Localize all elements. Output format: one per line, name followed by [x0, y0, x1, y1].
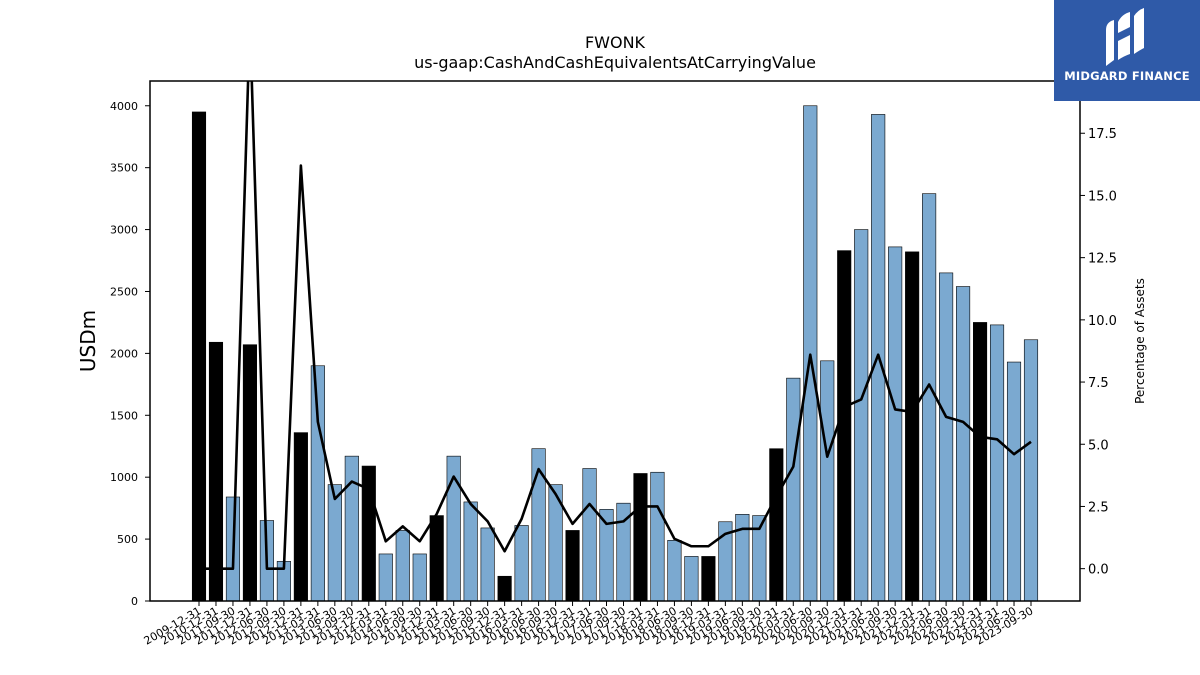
plot-frame	[149, 80, 1081, 602]
bar	[735, 514, 750, 601]
bar	[989, 324, 1005, 601]
bar	[395, 530, 410, 601]
y2-tick-label: 5.0	[1088, 438, 1109, 453]
bar	[1006, 361, 1022, 601]
bar	[565, 530, 580, 601]
logo-mark-icon	[1106, 8, 1144, 66]
y-tick-label: 1000	[110, 471, 138, 484]
y-tick-label: 3500	[110, 162, 138, 175]
y-tick-label: 3000	[110, 224, 138, 237]
bar	[446, 455, 461, 601]
bar	[684, 556, 699, 601]
y-tick-label: 2000	[110, 347, 138, 360]
x-axis: 2009-12-312010-12-312011-09-302011-12-31…	[142, 601, 1036, 648]
bar	[667, 540, 682, 601]
y-axis-left: 0 500 1000 1500 2000 2500 3000 3500 4000	[110, 100, 150, 608]
bar	[293, 432, 308, 601]
y2-tick-label: 2.5	[1088, 500, 1109, 515]
bar	[820, 360, 835, 601]
bar	[378, 553, 393, 601]
y-tick-label: 1500	[110, 409, 138, 422]
y2-axis-label: Percentage of Assets	[1133, 278, 1147, 404]
bar	[956, 286, 971, 601]
bar	[922, 193, 937, 601]
y2-tick-label: 0.0	[1088, 563, 1109, 578]
bar	[854, 229, 869, 601]
y-axis-label: USDm	[76, 310, 100, 372]
bar	[480, 527, 495, 601]
midgard-finance-logo: MIDGARD FINANCE	[1054, 0, 1200, 101]
bar	[208, 341, 224, 601]
bar	[497, 575, 512, 601]
y2-tick-label: 15.0	[1088, 189, 1117, 204]
line-group	[199, 81, 1032, 570]
chart-title: FWONK	[585, 33, 646, 52]
bar	[701, 556, 716, 601]
bar	[599, 509, 614, 601]
bar	[616, 502, 631, 601]
y-tick-label: 500	[117, 533, 138, 546]
bar	[412, 553, 427, 601]
bar	[752, 515, 767, 601]
y-tick-label: 4000	[110, 100, 138, 113]
chart-subtitle: us-gaap:CashAndCashEquivalentsAtCarrying…	[414, 53, 816, 72]
y-tick-label: 2500	[110, 285, 138, 298]
bar	[310, 365, 325, 601]
bar	[939, 272, 954, 601]
bar	[718, 521, 733, 601]
bar	[191, 111, 207, 601]
y2-tick-label: 10.0	[1088, 314, 1117, 329]
bar	[837, 250, 852, 601]
y-axis-right: 0.0 2.5 5.0 7.5 10.0 12.5 15.0 17.5	[1080, 127, 1117, 578]
bar	[769, 448, 784, 601]
logo-text: MIDGARD FINANCE	[1064, 69, 1190, 83]
y2-tick-label: 7.5	[1088, 376, 1109, 391]
bar	[429, 515, 444, 601]
bar	[650, 471, 665, 601]
bar	[514, 525, 529, 601]
bar	[344, 455, 359, 601]
bar-group	[191, 105, 1039, 601]
y2-tick-label: 17.5	[1088, 127, 1117, 142]
bar	[463, 501, 478, 601]
bar	[905, 251, 920, 601]
y-tick-label: 0	[131, 595, 138, 608]
bar	[582, 468, 597, 601]
bar	[633, 473, 648, 601]
bar	[1023, 339, 1039, 601]
bar	[327, 484, 342, 601]
percentage-line	[199, 81, 1032, 570]
y2-tick-label: 12.5	[1088, 252, 1117, 267]
bar	[786, 377, 801, 601]
bar	[888, 246, 903, 601]
bar	[242, 344, 257, 601]
bar	[973, 322, 988, 601]
